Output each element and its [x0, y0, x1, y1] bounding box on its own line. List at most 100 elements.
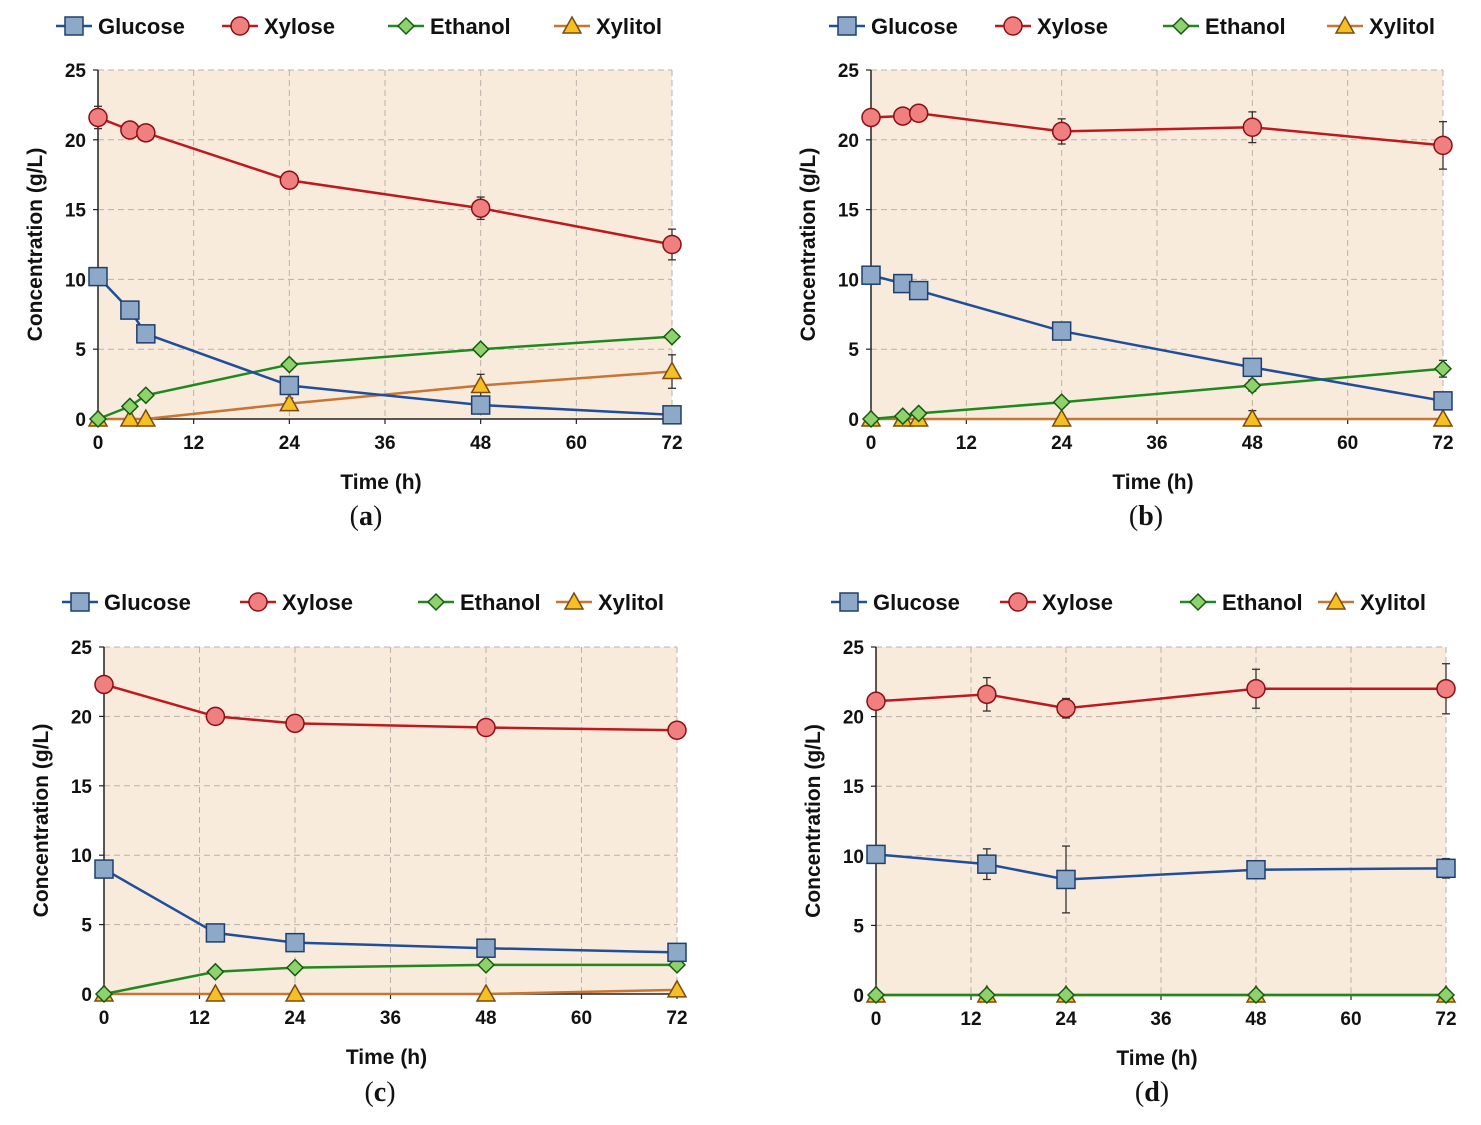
y-tick-label-b-20: 20 — [838, 131, 859, 152]
x-tick-label-a-48: 48 — [470, 433, 491, 454]
legend-label-b-xylose: Xylose — [1037, 14, 1108, 39]
point-d-xylose-48 — [1246, 679, 1266, 699]
legend-label-d-xylitol: Xylitol — [1360, 590, 1426, 615]
legend-b: Glucose Xylose Ethanol Xylitol — [829, 14, 1435, 39]
legend-marker-a-glucose — [64, 16, 84, 36]
legend-marker-b-ethanol — [1171, 16, 1191, 36]
point-c-ethanol-48 — [476, 955, 496, 974]
legend-marker-b-xylitol — [1334, 15, 1356, 34]
x-tick-label-b-48: 48 — [1242, 433, 1263, 454]
x-tick-label-a-36: 36 — [374, 433, 395, 454]
legend-label-d-glucose: Glucose — [873, 590, 960, 615]
y-tick-label-b-15: 15 — [838, 201, 860, 222]
y-tick-label-d-10: 10 — [843, 847, 864, 868]
point-d-glucose-48 — [1246, 859, 1266, 880]
point-b-xylose-6 — [908, 103, 929, 124]
point-d-xylose-24 — [1056, 698, 1076, 718]
x-tick-label-a-60: 60 — [566, 433, 587, 454]
point-c-xylitol-72 — [666, 979, 688, 998]
legend-item-d-xylose: Xylose — [1000, 590, 1113, 615]
x-axis-title-a: Time (h) — [340, 471, 421, 494]
legend-marker-b-glucose — [837, 16, 857, 36]
legend-label-a-xylose: Xylose — [264, 14, 335, 39]
point-b-glucose-24 — [1051, 321, 1072, 341]
y-tick-label-a-15: 15 — [65, 201, 87, 222]
y-tick-label-a-10: 10 — [65, 270, 86, 291]
legend-label-a-ethanol: Ethanol — [430, 14, 511, 39]
x-tick-label-b-24: 24 — [1051, 433, 1073, 454]
point-a-glucose-48 — [470, 395, 491, 415]
legend-marker-c-xylitol — [563, 591, 585, 610]
y-tick-label-a-5: 5 — [75, 340, 86, 361]
legend-marker-a-xylose — [230, 16, 250, 36]
point-d-ethanol-0 — [866, 985, 886, 1005]
point-a-glucose-6 — [136, 324, 156, 344]
legend-item-d-xylitol: Xylitol — [1318, 590, 1426, 615]
legend-item-d-glucose: Glucose — [831, 590, 960, 615]
y-tick-label-d-25: 25 — [843, 638, 865, 659]
x-tick-label-c-72: 72 — [666, 1008, 687, 1029]
point-d-xylose-14 — [977, 684, 997, 705]
y-tick-label-a-0: 0 — [75, 410, 86, 431]
y-tick-label-d-20: 20 — [843, 708, 864, 729]
point-a-xylose-48 — [470, 198, 491, 218]
point-d-glucose-24 — [1056, 869, 1076, 890]
legend-marker-d-xylitol — [1325, 591, 1347, 610]
legend-label-d-xylose: Xylose — [1042, 590, 1113, 615]
point-b-ethanol-72 — [1433, 359, 1453, 378]
legend-marker-c-ethanol — [426, 592, 446, 612]
x-tick-label-c-36: 36 — [380, 1008, 401, 1029]
legend-label-c-xylose: Xylose — [282, 590, 353, 615]
legend-label-b-glucose: Glucose — [871, 14, 958, 39]
y-tick-label-d-0: 0 — [853, 986, 864, 1007]
x-tick-label-c-60: 60 — [571, 1008, 592, 1029]
y-tick-label-d-5: 5 — [853, 916, 864, 937]
legend-item-a-ethanol: Ethanol — [388, 14, 511, 39]
panel-c: 0 12 24 36 48 60 72 0 5 10 15 20 25 Time (h) Concentra… — [30, 590, 688, 1108]
point-a-xylose-24 — [279, 170, 300, 191]
legend-item-c-xylitol: Xylitol — [556, 590, 664, 615]
panel-label-b: (b) — [1129, 501, 1163, 532]
point-a-xylitol-6 — [135, 408, 157, 427]
x-tick-label-c-24: 24 — [284, 1008, 306, 1029]
legend-marker-d-xylose — [1008, 592, 1028, 612]
point-c-xylose-14 — [205, 706, 226, 727]
point-b-glucose-48 — [1242, 357, 1263, 378]
y-tick-label-b-10: 10 — [838, 270, 859, 291]
x-tick-label-a-12: 12 — [183, 433, 204, 454]
x-tick-label-b-12: 12 — [956, 433, 977, 454]
point-a-ethanol-4 — [120, 397, 139, 416]
point-d-glucose-0 — [866, 844, 886, 865]
y-tick-label-b-5: 5 — [848, 340, 859, 361]
legend-label-c-ethanol: Ethanol — [460, 590, 541, 615]
x-tick-label-a-72: 72 — [661, 433, 682, 454]
x-tick-label-d-72: 72 — [1435, 1009, 1456, 1030]
legend-label-b-xylitol: Xylitol — [1369, 14, 1435, 39]
point-d-xylose-72 — [1436, 679, 1456, 699]
point-a-ethanol-48 — [471, 340, 490, 359]
point-a-glucose-4 — [120, 300, 140, 320]
point-b-xylose-0 — [861, 107, 881, 128]
point-c-ethanol-24 — [285, 958, 305, 977]
x-tick-label-c-0: 0 — [99, 1008, 110, 1029]
x-tick-label-b-72: 72 — [1432, 433, 1453, 454]
point-c-xylose-0 — [94, 674, 114, 695]
panel-d: 0 12 24 36 48 60 72 0 5 10 15 20 25 Time (h) Concentra… — [802, 590, 1457, 1108]
legend-item-a-xylose: Xylose — [222, 14, 335, 39]
y-axis-title-d: Concentration (g/L) — [802, 724, 825, 918]
point-a-ethanol-24 — [280, 355, 299, 374]
point-d-ethanol-14 — [977, 985, 996, 1005]
x-tick-label-b-36: 36 — [1146, 433, 1167, 454]
y-tick-label-c-0: 0 — [81, 985, 92, 1006]
point-c-xylose-24 — [285, 713, 305, 734]
y-tick-label-c-15: 15 — [71, 777, 93, 798]
y-tick-label-c-25: 25 — [71, 638, 93, 659]
point-c-xylitol-48 — [475, 983, 497, 1002]
point-a-ethanol-0 — [88, 409, 108, 429]
y-axis-title-b: Concentration (g/L) — [797, 148, 820, 342]
y-tick-label-c-10: 10 — [71, 846, 92, 867]
point-c-glucose-48 — [476, 938, 496, 958]
x-tick-label-a-24: 24 — [279, 433, 301, 454]
point-b-glucose-72 — [1433, 391, 1453, 411]
